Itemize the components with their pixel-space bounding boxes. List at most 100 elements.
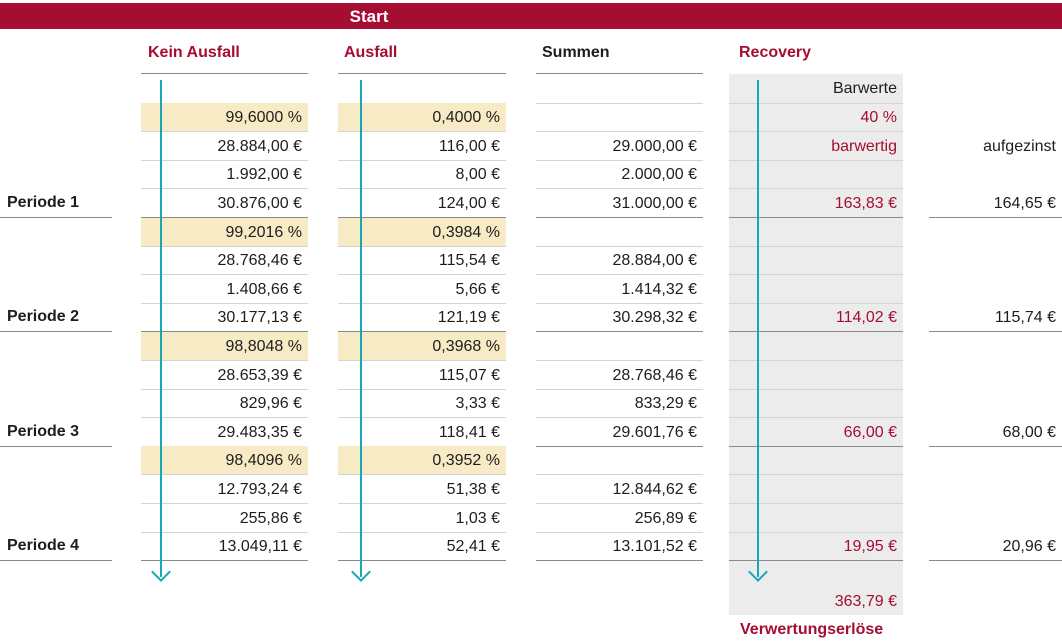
cell-kein-ausfall: 255,86 € — [239, 510, 302, 528]
row-divider — [729, 389, 903, 390]
cell-ausfall: 51,38 € — [446, 481, 500, 499]
cell-kein-ausfall: 99,2016 % — [141, 218, 308, 246]
cell-ausfall: 52,41 € — [446, 538, 500, 556]
cell-ausfall: 115,07 € — [438, 367, 500, 385]
row-divider — [536, 389, 703, 390]
row-divider — [536, 246, 703, 247]
row-divider — [536, 560, 703, 561]
aufgezinst-underline — [929, 217, 1062, 218]
cell-kein-ausfall: 12.793,24 € — [217, 481, 302, 499]
flow-arrow-line — [160, 80, 162, 577]
row-divider — [141, 474, 308, 475]
row-divider — [338, 331, 506, 332]
row-divider — [536, 532, 703, 533]
row-divider — [141, 246, 308, 247]
row-divider — [536, 102, 703, 104]
cell-kein-ausfall: 1.992,00 € — [226, 166, 302, 184]
cell-ausfall: 3,33 € — [455, 395, 500, 413]
recovery-total: 363,79 € — [834, 593, 897, 610]
cell-ausfall: 1,03 € — [455, 510, 500, 528]
row-divider — [141, 303, 308, 304]
row-divider — [141, 160, 308, 161]
row-divider — [338, 274, 506, 275]
row-divider — [536, 131, 703, 132]
row-divider — [729, 360, 903, 361]
header-underline — [141, 73, 308, 74]
start-banner: Start — [0, 3, 1062, 29]
row-divider — [338, 160, 506, 161]
row-divider — [141, 217, 308, 218]
footer-verwertungserloese: Verwertungserlöse — [740, 621, 884, 638]
cell-summe: 2.000,00 € — [621, 166, 697, 184]
cell-ausfall: 0,3952 % — [338, 446, 506, 474]
row-divider — [729, 274, 903, 275]
row-divider — [338, 303, 506, 304]
cell-summe: 28.884,00 € — [612, 252, 697, 270]
row-divider — [141, 331, 308, 332]
header-ausfall: Ausfall — [344, 44, 398, 61]
cell-summe: 12.844,62 € — [612, 481, 697, 499]
period-label: Periode 1 — [7, 194, 80, 212]
cell-aufgezinst: 20,96 € — [1002, 538, 1056, 556]
cell-recovery: 163,83 € — [834, 195, 897, 213]
aufgezinst-label: aufgezinst — [983, 138, 1056, 155]
recovery-barwertig-label: barwertig — [831, 138, 897, 155]
cell-recovery: 114,02 € — [835, 309, 897, 327]
row-divider — [338, 246, 506, 247]
arrow-down-icon — [351, 562, 371, 582]
row-divider — [338, 360, 506, 361]
period-underline — [0, 217, 112, 218]
row-divider — [729, 131, 903, 132]
cell-kein-ausfall: 98,4096 % — [141, 446, 308, 474]
row-divider — [536, 360, 703, 361]
row-divider — [729, 160, 903, 161]
cell-kein-ausfall: 29.483,35 € — [217, 424, 302, 442]
row-divider — [338, 417, 506, 418]
cell-summe: 29.000,00 € — [612, 138, 697, 156]
arrow-down-icon — [151, 562, 171, 582]
row-divider — [536, 217, 703, 218]
row-divider — [338, 389, 506, 390]
row-divider — [729, 246, 903, 247]
cell-summe: 1.414,32 € — [621, 281, 697, 299]
row-divider — [536, 474, 703, 475]
row-divider — [536, 446, 703, 447]
header-summen: Summen — [542, 44, 610, 61]
cell-recovery: 19,95 € — [843, 538, 897, 556]
cell-kein-ausfall: 28.884,00 € — [217, 138, 302, 156]
cell-summe: 833,29 € — [634, 395, 697, 413]
period-underline — [0, 446, 112, 447]
cell-ausfall: 124,00 € — [437, 195, 500, 213]
row-divider — [729, 417, 903, 418]
cell-ausfall: 121,19 € — [437, 309, 500, 327]
aufgezinst-underline — [929, 446, 1062, 447]
cell-summe: 29.601,76 € — [612, 424, 697, 442]
period-underline — [0, 331, 112, 332]
cell-aufgezinst: 164,65 € — [993, 195, 1056, 213]
row-divider — [141, 560, 308, 561]
row-divider — [141, 532, 308, 533]
row-divider — [338, 560, 506, 561]
header-kein-ausfall: Kein Ausfall — [148, 44, 240, 61]
row-divider — [729, 188, 903, 189]
cell-summe: 256,89 € — [634, 510, 697, 528]
row-divider — [338, 503, 506, 504]
cell-kein-ausfall: 13.049,11 € — [218, 538, 302, 556]
cell-ausfall: 8,00 € — [455, 166, 500, 184]
start-label: Start — [349, 7, 389, 26]
row-divider — [536, 274, 703, 275]
row-divider — [536, 331, 703, 332]
row-divider — [729, 532, 903, 533]
row-divider — [141, 360, 308, 361]
row-divider — [338, 532, 506, 533]
cell-summe — [536, 103, 703, 131]
row-divider — [338, 102, 506, 104]
row-divider — [729, 303, 903, 304]
period-label: Periode 2 — [7, 308, 80, 326]
cell-kein-ausfall: 98,8048 % — [141, 332, 308, 360]
flow-arrow-line — [360, 80, 362, 577]
row-divider — [141, 102, 308, 104]
cell-summe: 31.000,00 € — [612, 195, 697, 213]
row-divider — [141, 188, 308, 189]
cell-summe: 30.298,32 € — [612, 309, 697, 327]
